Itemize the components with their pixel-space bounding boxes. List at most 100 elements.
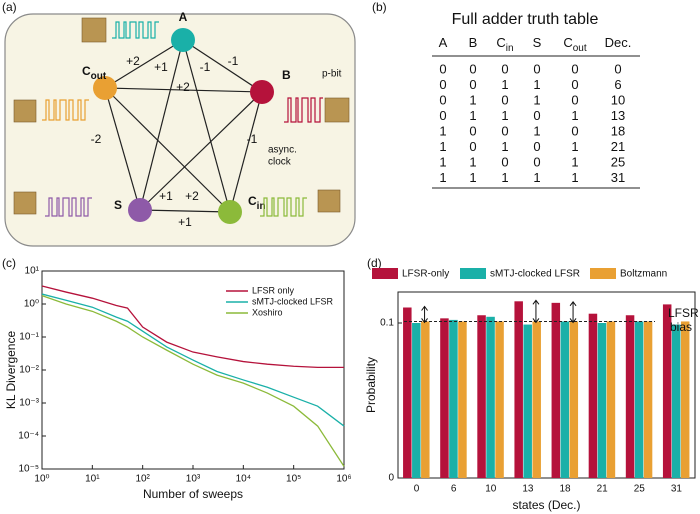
weight: -2 [91, 132, 102, 146]
table-cell: 1 [533, 92, 540, 107]
x-tick-label: 21 [597, 484, 609, 495]
edge [139, 91, 263, 211]
chips [13, 17, 350, 215]
table-cell: 1 [571, 170, 578, 185]
table-title: Full adder truth table [452, 11, 599, 28]
table-cell: 0 [501, 61, 508, 76]
table-cell: 0 [469, 123, 476, 138]
bar [551, 302, 561, 478]
table-cell: 1 [469, 170, 476, 185]
panel-label: (c) [2, 256, 16, 270]
bias-arrow [532, 299, 540, 324]
bar [588, 313, 598, 478]
weight: +1 [178, 215, 192, 229]
x-tick-label: 13 [522, 484, 534, 495]
bar [495, 321, 504, 478]
chip [324, 97, 350, 123]
node [128, 198, 152, 222]
x-tick-label: 10⁵ [286, 474, 301, 485]
edge [229, 91, 263, 213]
bar [671, 324, 681, 478]
table-cell: 0 [439, 77, 446, 92]
x-tick-label: 18 [560, 484, 572, 495]
edge [139, 39, 184, 211]
chip [13, 99, 37, 123]
table-cell: 1 [533, 123, 540, 138]
node-label: Cout [82, 64, 107, 81]
header-text: B [469, 35, 478, 50]
table-cell: 1 [439, 139, 446, 154]
y-axis-title: KL Divergence [4, 331, 18, 410]
weight: -1 [228, 54, 239, 68]
y-axis-title: Probability [364, 357, 378, 413]
node-label: A [179, 10, 188, 24]
weight: -1 [247, 132, 258, 146]
node [93, 76, 117, 100]
chip [13, 191, 37, 215]
y-tick-label: 10⁻¹ [19, 332, 39, 343]
annotation: bias [670, 320, 692, 334]
bar [569, 321, 579, 478]
table-cell: 0 [571, 92, 578, 107]
node-label-main: C [248, 194, 257, 208]
weight: -1 [200, 60, 211, 74]
waveform [112, 21, 159, 39]
table-cell: 0 [501, 92, 508, 107]
legend-swatch [590, 268, 616, 279]
node [171, 28, 195, 52]
y-tick-label: 10⁻⁵ [18, 464, 39, 475]
table-cell: 0 [439, 92, 446, 107]
header-text: Dec. [605, 35, 632, 50]
bar [597, 323, 607, 478]
weight: +2 [176, 80, 190, 94]
waveform [45, 197, 92, 217]
note: p-bit [322, 69, 342, 80]
table-cell: 0 [533, 139, 540, 154]
note: clock [268, 157, 292, 168]
header-text: S [533, 35, 542, 50]
node-label-sub: in [257, 201, 266, 212]
header-text: C [563, 35, 572, 50]
y-tick-label: 10¹ [25, 266, 40, 277]
table-cell: 0 [571, 77, 578, 92]
note: async. [268, 145, 297, 156]
legend-label: LFSR only [252, 285, 295, 295]
header-text: C [496, 35, 505, 50]
x-tick-label: 31 [671, 484, 683, 495]
y-tick-label: 10⁻³ [19, 398, 39, 409]
bias-arrow [421, 305, 428, 324]
chip [317, 189, 341, 213]
x-tick-label: 10 [485, 484, 497, 495]
table-cell: 0 [501, 123, 508, 138]
weight: +2 [126, 54, 140, 68]
node-label: B [282, 68, 291, 82]
node-label-sub: out [91, 71, 107, 82]
table-cell: 0 [533, 154, 540, 169]
bar [412, 323, 421, 478]
y-tick-label: 10⁻⁴ [18, 431, 39, 442]
table-header: Cin [496, 35, 513, 53]
node-labels: A Cout B S Cin [82, 10, 291, 212]
table-cell: 0 [533, 108, 540, 123]
table-cell: 1 [571, 154, 578, 169]
table-cell: 0 [439, 61, 446, 76]
legend-label: Boltzmann [620, 269, 667, 280]
bias-arrow [569, 301, 577, 324]
bar [486, 316, 495, 478]
bar [662, 304, 672, 478]
table-cell: 1 [571, 108, 578, 123]
table-cell: 21 [611, 139, 625, 154]
table-header: S [533, 35, 542, 50]
legend-label: sMTJ-clocked LFSR [490, 269, 580, 280]
table-cell: 13 [611, 108, 625, 123]
chip [81, 17, 107, 43]
x-tick-label: 0 [414, 484, 420, 495]
plot-frame [397, 291, 696, 479]
x-tick-label: 10¹ [85, 474, 100, 485]
table-cell: 31 [611, 170, 625, 185]
table-cell: 0 [469, 77, 476, 92]
bar [680, 321, 690, 478]
table-cell: 1 [501, 108, 508, 123]
x-tick-label: 10⁶ [336, 474, 351, 485]
edge [104, 87, 263, 93]
